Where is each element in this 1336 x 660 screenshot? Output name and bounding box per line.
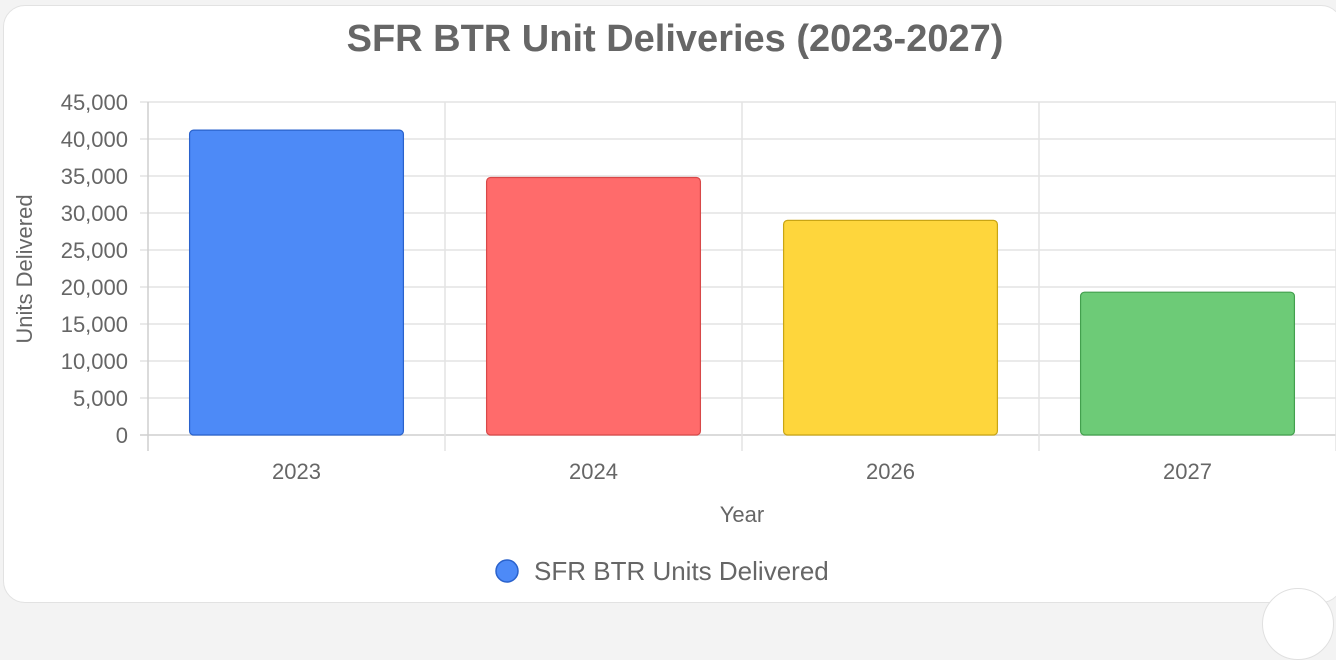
bar-2027[interactable] (1079, 291, 1296, 436)
y-tick-label: 40,000 (61, 127, 128, 152)
x-tick-label: 2027 (1163, 459, 1212, 484)
y-tick-label: 25,000 (61, 238, 128, 263)
corner-button[interactable] (1262, 588, 1334, 660)
x-tick-label: 2023 (272, 459, 321, 484)
legend-swatch (495, 559, 519, 583)
bars (188, 129, 1296, 436)
bar-2026[interactable] (782, 219, 999, 436)
x-axis-label: Year (720, 502, 764, 527)
legend[interactable]: SFR BTR Units Delivered (495, 556, 829, 586)
x-tick-label: 2024 (569, 459, 618, 484)
chart-title: SFR BTR Unit Deliveries (2023-2027) (346, 18, 1004, 60)
x-axis-ticks: 2023 2024 2026 2027 (272, 459, 1212, 484)
y-axis-ticks: 0 5,000 10,000 15,000 20,000 25,000 30,000 35,0… (61, 90, 128, 448)
legend-label: SFR BTR Units Delivered (534, 556, 829, 586)
y-tick-label: 5,000 (73, 386, 128, 411)
y-tick-label: 35,000 (61, 164, 128, 189)
y-tick-label: 15,000 (61, 312, 128, 337)
y-tick-label: 0 (116, 423, 128, 448)
bar-2024[interactable] (485, 176, 702, 436)
y-tick-label: 10,000 (61, 349, 128, 374)
y-tick-label: 30,000 (61, 201, 128, 226)
y-tick-label: 20,000 (61, 275, 128, 300)
bar-2023[interactable] (188, 129, 405, 436)
y-tick-label: 45,000 (61, 90, 128, 115)
bar-chart: 0 5,000 10,000 15,000 20,000 25,000 30,000 35,0… (12, 90, 1336, 586)
x-tick-label: 2026 (866, 459, 915, 484)
y-axis-label: Units Delivered (12, 194, 37, 343)
